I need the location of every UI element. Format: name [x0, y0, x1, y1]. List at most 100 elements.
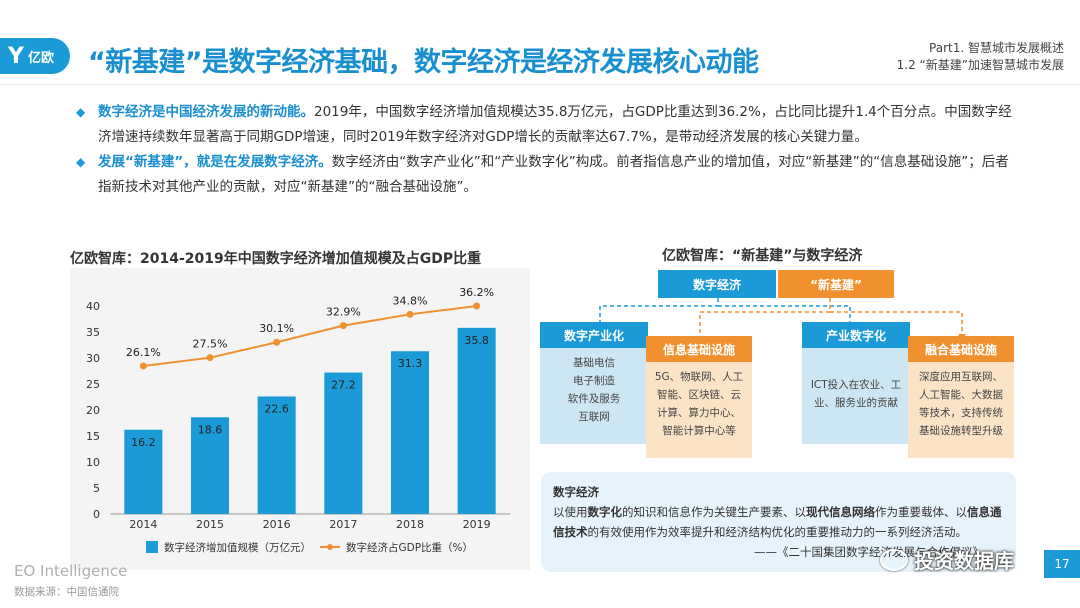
def-part: 作为重要载体、以 — [875, 505, 967, 519]
logo-mark: Y — [8, 43, 24, 69]
section-label: Part1. 智慧城市发展概述 1.2 “新基建”加速智慧城市发展 — [897, 40, 1064, 74]
def-bold: 信息通信技术 — [553, 505, 1002, 539]
bullet-2-bold: 发展“新基建”，就是在发展数字经济。 — [98, 154, 332, 170]
bar-label: 16.2 — [131, 436, 156, 449]
line-point — [473, 302, 481, 310]
y-tick-label: 25 — [86, 378, 100, 391]
bullet-1: ◆ 数字经济是中国经济发展的新动能。2019年，中国数字经济增加值规模达35.8… — [70, 100, 1020, 150]
node-digital-industrialization: 数字产业化 — [540, 322, 648, 348]
item: 智能、区块链、云 — [657, 389, 741, 401]
item: 深度应用互联网、 — [919, 371, 1003, 383]
item: 基础设施转型升级 — [919, 425, 1003, 437]
item: 智能计算中心等 — [662, 425, 736, 437]
y-tick-label: 5 — [93, 482, 100, 495]
section-part: Part1. 智慧城市发展概述 — [929, 41, 1064, 55]
series-line — [143, 305, 477, 367]
def-bold: 现代信息网络 — [806, 505, 875, 519]
line-label: 30.1% — [259, 322, 294, 335]
section-sub: 1.2 “新基建”加速智慧城市发展 — [896, 58, 1064, 72]
header-divider — [0, 84, 1080, 85]
node-new-infrastructure: “新基建” — [778, 270, 894, 298]
item: 互联网 — [578, 411, 610, 423]
logo-text: 亿欧 — [27, 50, 54, 66]
item: 电子制造 — [573, 375, 615, 387]
node-fusion-infrastructure: 融合基础设施 — [908, 336, 1014, 362]
line-label: 27.5% — [193, 338, 228, 351]
def-bold: 数字化 — [587, 505, 623, 519]
line-point — [139, 362, 147, 370]
watermark: 投资数据库 — [880, 545, 1014, 574]
node-digital-economy: 数字经济 — [658, 270, 776, 298]
bar-label: 18.6 — [198, 423, 223, 436]
legend-line-label: 数字经济占GDP比重（%） — [346, 541, 473, 554]
diamond-icon: ◆ — [76, 155, 86, 169]
item: 基础电信 — [573, 357, 615, 369]
definition-box: 数字经济 以使用数字化的知识和信息作为关键生产要素、以现代信息网络作为重要载体、… — [541, 472, 1016, 572]
y-tick-label: 20 — [86, 404, 100, 417]
item: 人工智能、大数据 — [919, 389, 1003, 401]
chart-title: 亿欧智库：2014-2019年中国数字经济增加值规模及占GDP比重 — [70, 251, 482, 267]
box-fusion-infra-items: 深度应用互联网、 人工智能、大数据 等技术，支持传统 基础设施转型升级 — [908, 362, 1014, 458]
bar-label: 35.8 — [464, 334, 489, 347]
bar — [324, 372, 363, 514]
bullet-list: ◆ 数字经济是中国经济发展的新动能。2019年，中国数字经济增加值规模达35.8… — [70, 100, 1020, 200]
definition-text: 以使用数字化的知识和信息作为关键生产要素、以现代信息网络作为重要载体、以信息通信… — [553, 502, 1004, 542]
watermark-text: 投资数据库 — [914, 549, 1014, 573]
line-point — [339, 322, 347, 330]
y-tick-label: 40 — [86, 300, 100, 313]
bullet-2: ◆ 发展“新基建”，就是在发展数字经济。数字经济由“数字产业化”和“产业数字化”… — [70, 150, 1020, 200]
line-label: 34.8% — [393, 294, 428, 307]
item: 软件及服务 — [567, 393, 621, 405]
chart-panel — [70, 268, 530, 570]
x-tick-label: 2016 — [263, 518, 291, 531]
item: ICT投入在农业、工 — [810, 379, 902, 391]
line-point — [206, 354, 214, 362]
footer-brand: EO Intelligence — [14, 562, 128, 580]
x-tick-label: 2019 — [463, 518, 491, 531]
legend-bar-swatch — [146, 541, 158, 553]
bar — [257, 396, 296, 514]
item: 计算、算力中心、 — [657, 407, 741, 419]
legend-bar-label: 数字经济增加值规模（万亿元） — [164, 541, 311, 554]
bar-label: 27.2 — [331, 379, 356, 392]
x-tick-label: 2017 — [329, 518, 357, 531]
y-tick-label: 35 — [86, 326, 100, 339]
line-point — [406, 310, 414, 318]
logo: Y 亿欧 — [0, 38, 70, 74]
bar — [191, 417, 229, 514]
definition-title: 数字经济 — [553, 485, 599, 499]
box-info-infra-items: 5G、物联网、人工 智能、区块链、云 计算、算力中心、 智能计算中心等 — [646, 362, 752, 458]
definition-quote: ——《二十国集团数字经济发展与合作倡议》 — [754, 545, 984, 559]
bullet-2-text: 数字经济由“数字产业化”和“产业数字化”构成。前者指信息产业的增加值，对应“新基… — [98, 154, 1009, 195]
x-tick-label: 2014 — [129, 518, 157, 531]
x-tick-label: 2018 — [396, 518, 424, 531]
line-label: 36.2% — [459, 286, 494, 299]
box-industry-digital-items: ICT投入在农业、工 业、服务业的贡献 — [802, 348, 910, 444]
bar — [391, 351, 429, 514]
bar-line-chart: 0 5 10 15 20 25 30 35 40 16.2 2014 18.6 2015 22.6 2016… — [86, 286, 510, 554]
page-title: “新基建”是数字经济基础，数字经济是经济发展核心动能 — [88, 47, 759, 78]
bar — [457, 327, 496, 514]
bar-label: 22.6 — [264, 402, 289, 415]
node-info-infrastructure: 信息基础设施 — [646, 336, 752, 362]
bullet-1-bold: 数字经济是中国经济发展的新动能。 — [98, 104, 314, 120]
wechat-icon — [880, 548, 908, 571]
line-label: 26.1% — [126, 346, 161, 359]
footer-source: 数据来源：中国信通院 — [14, 586, 119, 598]
item: 业、服务业的贡献 — [814, 397, 898, 409]
y-tick-label: 10 — [86, 456, 100, 469]
item: 5G、物联网、人工 — [654, 371, 744, 383]
y-tick-label: 0 — [93, 508, 100, 521]
x-tick-label: 2015 — [196, 518, 224, 531]
def-part: 以使用 — [553, 505, 588, 519]
legend-line-marker — [327, 544, 333, 550]
line-label: 32.9% — [326, 306, 361, 319]
bar-label: 31.3 — [398, 357, 423, 370]
node-industrial-digitalization: 产业数字化 — [802, 322, 910, 348]
bar — [124, 429, 163, 514]
item: 等技术，支持传统 — [919, 407, 1003, 419]
def-part: 的知识和信息作为关键生产要素、以 — [622, 505, 806, 519]
line-point — [273, 338, 281, 346]
def-part: 的有效使用作为效率提升和经济结构优化的重要推动力的一系列经济活动。 — [587, 525, 968, 539]
box-digital-industry-items: 基础电信 电子制造 软件及服务 互联网 — [540, 348, 648, 444]
